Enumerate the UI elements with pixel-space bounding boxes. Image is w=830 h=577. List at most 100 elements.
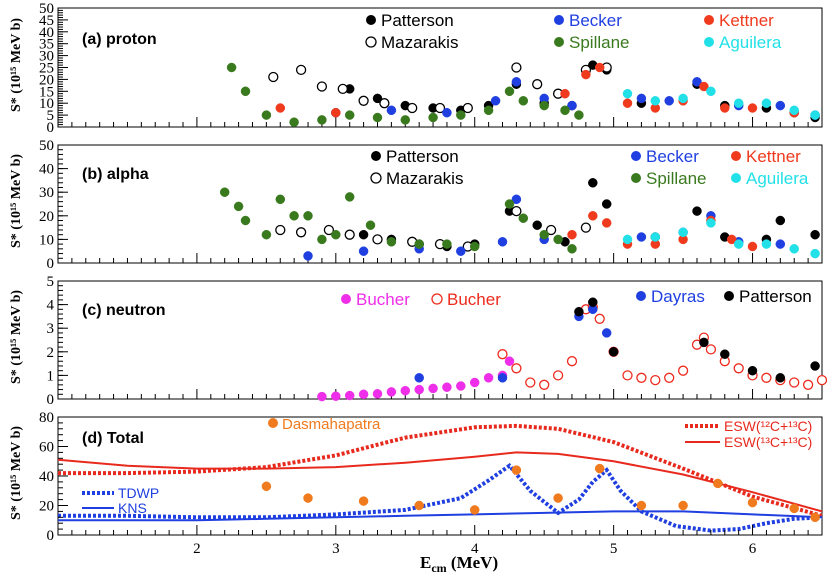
data-point bbox=[462, 102, 473, 114]
legend-d-dasmahapatra-marker bbox=[268, 418, 278, 428]
data-point bbox=[532, 79, 543, 90]
data-point bbox=[747, 103, 758, 113]
y-tick-label: 25 bbox=[39, 61, 54, 77]
legend-a-aguilera-marker bbox=[704, 37, 714, 47]
panel-d-label: (d) Total bbox=[82, 430, 144, 447]
data-point bbox=[560, 88, 570, 99]
data-point bbox=[511, 363, 522, 374]
data-point bbox=[677, 365, 689, 376]
data-point bbox=[518, 96, 529, 106]
data-point bbox=[601, 328, 612, 338]
data-point bbox=[226, 62, 237, 73]
data-point bbox=[379, 98, 390, 109]
y-tick-label: 80 bbox=[39, 410, 54, 426]
data-point bbox=[358, 95, 369, 106]
data-point bbox=[552, 370, 564, 381]
x-tick-label: 5 bbox=[610, 541, 618, 557]
data-point bbox=[636, 232, 647, 242]
data-point bbox=[692, 206, 702, 216]
data-point bbox=[469, 241, 480, 252]
data-point bbox=[789, 377, 800, 388]
legend-a-kettner: Kettner bbox=[719, 11, 774, 30]
data-point bbox=[566, 356, 578, 367]
data-point bbox=[567, 229, 577, 240]
y-tick-label: 5 bbox=[47, 108, 55, 124]
legend-c-dayras: Dayras bbox=[651, 287, 705, 306]
data-point bbox=[400, 115, 411, 125]
data-point bbox=[622, 98, 633, 108]
panel-c-label: (c) neutron bbox=[82, 302, 166, 319]
data-point bbox=[761, 98, 772, 108]
y-tick-label: 5 bbox=[47, 274, 55, 290]
legend-b-patterson: Patterson bbox=[386, 147, 459, 166]
data-point bbox=[372, 234, 383, 245]
data-point bbox=[539, 379, 550, 390]
data-point bbox=[622, 234, 633, 245]
data-point bbox=[289, 117, 299, 127]
data-point bbox=[761, 239, 772, 249]
y-tick-label: 35 bbox=[39, 37, 54, 53]
data-point bbox=[608, 347, 619, 357]
data-point bbox=[442, 382, 452, 392]
data-point bbox=[789, 244, 799, 254]
data-point bbox=[747, 497, 758, 508]
data-point bbox=[747, 241, 758, 252]
y-tick-label: 50 bbox=[39, 1, 54, 17]
data-point bbox=[567, 100, 577, 111]
data-point bbox=[810, 361, 820, 371]
data-point bbox=[733, 239, 744, 249]
data-point bbox=[261, 481, 272, 492]
panel-a-ylabel: S* (10¹⁵ MeV b) bbox=[9, 18, 24, 112]
data-point bbox=[726, 234, 737, 245]
y-tick-label: 2 bbox=[47, 345, 55, 361]
data-point bbox=[511, 205, 522, 217]
legend-a-kettner-marker bbox=[704, 15, 714, 25]
data-point bbox=[344, 192, 355, 202]
data-point bbox=[601, 199, 612, 209]
y-tick-label: 1 bbox=[47, 368, 55, 384]
panel-b-ylabel: S* (10¹⁵ MeV b) bbox=[9, 154, 24, 248]
y-tick-label: 40 bbox=[39, 25, 54, 41]
data-point bbox=[344, 390, 355, 401]
legend-a-patterson: Patterson bbox=[381, 11, 454, 30]
panel-c-legend: Bucher Bucher Dayras Patterson bbox=[341, 287, 812, 309]
y-tick-label: 20 bbox=[39, 72, 54, 88]
data-point bbox=[567, 244, 577, 254]
data-point bbox=[713, 478, 723, 489]
data-point bbox=[622, 88, 633, 99]
data-point bbox=[650, 374, 661, 386]
data-point bbox=[664, 96, 674, 106]
data-point bbox=[372, 93, 383, 104]
data-point bbox=[414, 373, 424, 383]
data-point bbox=[317, 234, 327, 245]
curve-kns bbox=[58, 510, 823, 522]
legend-c-patterson-marker bbox=[724, 291, 734, 301]
data-point bbox=[261, 229, 272, 240]
data-point bbox=[358, 496, 369, 506]
x-axis-label: Ecm (MeV) bbox=[420, 553, 498, 575]
panel-b-label: (b) alpha bbox=[82, 166, 149, 183]
data-point bbox=[303, 251, 313, 261]
data-point bbox=[407, 102, 418, 114]
data-point bbox=[706, 218, 716, 228]
data-point bbox=[720, 103, 730, 113]
data-point bbox=[678, 227, 688, 238]
data-point bbox=[574, 110, 584, 120]
legend-d-dasmahapatra: Dasmahapatra bbox=[282, 416, 381, 433]
data-point bbox=[775, 239, 786, 249]
panel-c-ylabel: S* (10¹⁵ MeV b) bbox=[9, 290, 24, 384]
data-point bbox=[511, 62, 522, 73]
y-tick-label: 0 bbox=[47, 528, 55, 544]
data-point bbox=[789, 105, 799, 116]
data-point bbox=[469, 377, 480, 388]
data-point bbox=[588, 178, 598, 188]
x-tick-label: 6 bbox=[749, 541, 757, 557]
legend-c-bucher-open: Bucher bbox=[447, 290, 501, 309]
data-point bbox=[372, 112, 383, 123]
data-point bbox=[400, 385, 411, 396]
data-point bbox=[331, 107, 341, 118]
legend-a-patterson-marker bbox=[366, 15, 376, 25]
data-point bbox=[414, 384, 424, 395]
data-point bbox=[261, 110, 272, 120]
data-point bbox=[331, 229, 341, 240]
